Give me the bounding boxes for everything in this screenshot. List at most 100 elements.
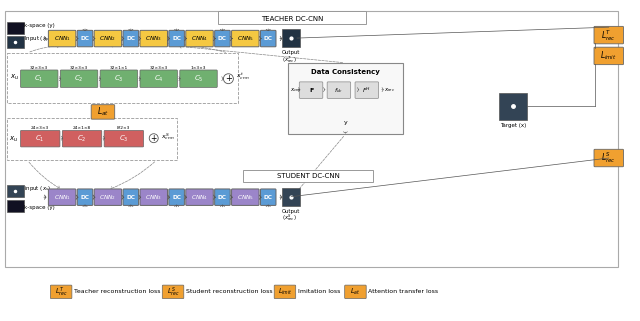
FancyBboxPatch shape — [274, 285, 296, 299]
Text: DC: DC — [126, 36, 135, 41]
Bar — [8, 53, 238, 102]
FancyBboxPatch shape — [214, 189, 230, 205]
Text: k-space (y): k-space (y) — [24, 205, 55, 210]
FancyBboxPatch shape — [77, 30, 93, 47]
Text: $L^S_{rec}$: $L^S_{rec}$ — [166, 285, 179, 299]
Text: input ($x_s$): input ($x_s$) — [24, 184, 51, 193]
Text: STUDENT DC-CNN: STUDENT DC-CNN — [276, 173, 339, 179]
FancyBboxPatch shape — [327, 82, 351, 98]
Text: $C_3$: $C_3$ — [114, 74, 124, 84]
Text: $x^t_{cnn}$: $x^t_{cnn}$ — [236, 72, 250, 82]
FancyBboxPatch shape — [60, 70, 98, 87]
Text: $F^H$: $F^H$ — [362, 85, 371, 95]
FancyBboxPatch shape — [140, 30, 168, 47]
Bar — [8, 200, 24, 212]
FancyBboxPatch shape — [180, 70, 217, 87]
Text: 32×3×3: 32×3×3 — [30, 66, 49, 70]
Text: y: y — [344, 120, 348, 125]
Text: $CNN_1$: $CNN_1$ — [54, 34, 70, 43]
Text: Target (x): Target (x) — [500, 123, 526, 128]
Text: ($x^S_{rec}$): ($x^S_{rec}$) — [282, 213, 297, 223]
Text: 24×3×3: 24×3×3 — [31, 126, 49, 130]
FancyBboxPatch shape — [232, 189, 259, 205]
Text: $C_4$: $C_4$ — [154, 74, 164, 84]
FancyBboxPatch shape — [62, 130, 102, 147]
Text: $L^T_{rec}$: $L^T_{rec}$ — [602, 28, 616, 43]
FancyBboxPatch shape — [232, 30, 259, 47]
Bar — [8, 185, 24, 197]
Text: Input ($x_p$): Input ($x_p$) — [24, 35, 52, 45]
Text: DC: DC — [126, 195, 135, 200]
FancyBboxPatch shape — [345, 285, 366, 299]
Text: $x^S_{cnn}$: $x^S_{cnn}$ — [161, 131, 174, 142]
FancyBboxPatch shape — [123, 30, 139, 47]
FancyBboxPatch shape — [594, 149, 623, 167]
Text: $C_5$: $C_5$ — [194, 74, 204, 84]
FancyBboxPatch shape — [260, 30, 276, 47]
Text: $CNN_3$: $CNN_3$ — [145, 34, 163, 43]
Text: $f_{dc}$: $f_{dc}$ — [334, 86, 344, 95]
FancyBboxPatch shape — [214, 30, 230, 47]
FancyBboxPatch shape — [140, 70, 177, 87]
Bar — [8, 118, 177, 160]
Text: $C_1$: $C_1$ — [35, 134, 45, 144]
FancyBboxPatch shape — [100, 70, 138, 87]
Bar — [5, 11, 618, 267]
Text: Attention transfer loss: Attention transfer loss — [369, 289, 438, 294]
Text: $L^S_{rec}$: $L^S_{rec}$ — [602, 151, 616, 165]
Text: $C_2$: $C_2$ — [77, 134, 87, 144]
Text: 32×1×1: 32×1×1 — [109, 66, 128, 70]
FancyBboxPatch shape — [91, 105, 115, 119]
Text: +: + — [225, 74, 232, 83]
FancyBboxPatch shape — [104, 130, 143, 147]
Text: $L_{imit}$: $L_{imit}$ — [600, 50, 617, 62]
Text: 8/2×3: 8/2×3 — [117, 126, 131, 130]
Text: DC: DC — [172, 195, 181, 200]
FancyBboxPatch shape — [169, 189, 184, 205]
Text: $L^T_{rec}$: $L^T_{rec}$ — [54, 285, 68, 299]
Text: $x_u$: $x_u$ — [10, 73, 20, 82]
Text: $CNN_2$: $CNN_2$ — [99, 34, 116, 43]
FancyBboxPatch shape — [186, 189, 213, 205]
Text: TEACHER DC-CNN: TEACHER DC-CNN — [261, 16, 323, 22]
FancyBboxPatch shape — [94, 189, 122, 205]
Text: Imitation loss: Imitation loss — [298, 289, 340, 294]
Text: $L_{at}$: $L_{at}$ — [97, 106, 109, 118]
Text: $x_u$: $x_u$ — [10, 134, 19, 144]
FancyBboxPatch shape — [355, 82, 378, 98]
Text: $CNN_3$: $CNN_3$ — [145, 193, 163, 202]
FancyBboxPatch shape — [94, 30, 122, 47]
Text: ($x^T_{rec}$): ($x^T_{rec}$) — [282, 54, 297, 65]
Text: DC: DC — [218, 195, 227, 200]
FancyBboxPatch shape — [163, 285, 184, 299]
FancyBboxPatch shape — [77, 189, 93, 205]
Text: k-space (y): k-space (y) — [24, 23, 55, 28]
Text: Teacher reconstruction loss: Teacher reconstruction loss — [74, 289, 161, 294]
FancyBboxPatch shape — [49, 189, 76, 205]
Text: $x_{cnn}$: $x_{cnn}$ — [290, 86, 302, 93]
Text: DC: DC — [81, 195, 90, 200]
FancyBboxPatch shape — [123, 189, 139, 205]
FancyBboxPatch shape — [594, 26, 623, 44]
FancyBboxPatch shape — [594, 47, 623, 65]
Text: 32×3×3: 32×3×3 — [70, 66, 88, 70]
Text: $CNN_4$: $CNN_4$ — [191, 34, 208, 43]
Text: +: + — [150, 134, 157, 143]
Bar — [499, 92, 527, 120]
Text: Output: Output — [282, 209, 301, 213]
Text: $x_{rec}$: $x_{rec}$ — [384, 86, 395, 93]
Text: DC: DC — [264, 36, 273, 41]
Text: $CNN_5$: $CNN_5$ — [237, 193, 254, 202]
Bar — [8, 36, 24, 48]
FancyBboxPatch shape — [20, 70, 58, 87]
FancyBboxPatch shape — [186, 30, 213, 47]
Text: F: F — [309, 88, 313, 93]
Text: DC: DC — [264, 195, 273, 200]
FancyBboxPatch shape — [300, 82, 323, 98]
Bar — [8, 22, 24, 34]
Text: $C_3$: $C_3$ — [119, 134, 129, 144]
Text: $CNN_5$: $CNN_5$ — [237, 34, 254, 43]
FancyBboxPatch shape — [49, 30, 76, 47]
Text: $C_2$: $C_2$ — [74, 74, 84, 84]
Text: $L_{imit}$: $L_{imit}$ — [278, 287, 292, 297]
